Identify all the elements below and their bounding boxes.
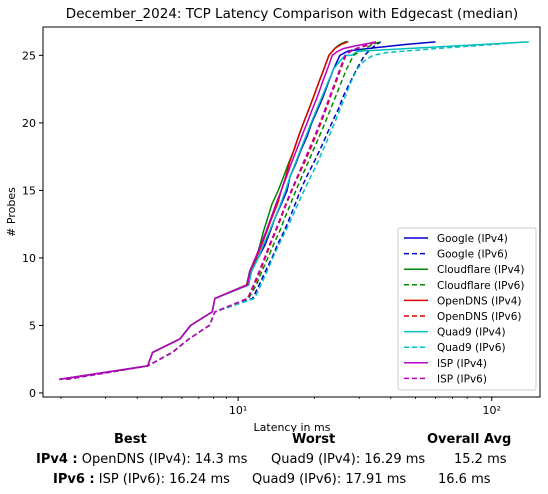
- ipv6-row: IPv6 : ISP (IPv6): 16.24 ms: [53, 472, 230, 487]
- legend: Google (IPv4) Google (IPv6) Cloudflare (IP…: [397, 227, 537, 391]
- overall-avg-header: Overall Avg: [427, 432, 512, 447]
- chart-title: December_2024: TCP Latency Comparison wi…: [66, 6, 518, 22]
- y-tick-label-5: 25: [22, 49, 36, 62]
- y-tick-label-3: 15: [22, 184, 36, 197]
- legend-entry-0: Google (IPv4): [437, 233, 508, 245]
- ipv6-best: ISP (IPv6): 16.24 ms: [98, 472, 230, 487]
- legend-entry-5: OpenDNS (IPv6): [437, 311, 522, 323]
- series-line-3: [66, 41, 380, 381]
- legend-entry-2: Cloudflare (IPv4): [437, 264, 524, 276]
- axes-layer: 0 5 10 15 20 25 10¹ 10²: [22, 49, 501, 417]
- ipv4-label: IPv4 :: [36, 452, 78, 467]
- legend-box: [397, 227, 537, 391]
- series-line-8: [59, 41, 377, 381]
- ipv4-row: IPv4 : OpenDNS (IPv4): 14.3 ms: [36, 452, 247, 467]
- legend-entry-1: Google (IPv6): [437, 249, 508, 261]
- series-line-5: [66, 41, 377, 381]
- y-tick-label-0: 0: [29, 387, 36, 400]
- y-tick-label-1: 5: [29, 319, 36, 332]
- series-layer: [59, 41, 529, 381]
- ipv6-label: IPv6 :: [53, 472, 95, 487]
- summary-stats: Best Worst Overall Avg IPv4 : OpenDNS (I…: [0, 432, 548, 494]
- plot-frame: [42, 26, 541, 398]
- series-line-1: [66, 41, 382, 381]
- ipv4-best: OpenDNS (IPv4): 14.3 ms: [81, 452, 248, 467]
- legend-entry-4: OpenDNS (IPv4): [437, 295, 522, 307]
- series-line-4: [59, 41, 348, 381]
- series-line-0: [59, 41, 436, 381]
- series-line-9: [66, 41, 375, 381]
- x-axis-label: Latency in ms: [254, 421, 331, 432]
- chart-canvas: December_2024: TCP Latency Comparison wi…: [5, 6, 541, 434]
- ipv4-worst: Quad9 (IPv4): 16.29 ms: [271, 452, 426, 467]
- series-line-2: [59, 41, 349, 381]
- legend-entry-3: Cloudflare (IPv6): [437, 280, 524, 292]
- y-tick-label-4: 20: [22, 117, 36, 130]
- legend-entry-7: Quad9 (IPv6): [437, 342, 506, 354]
- worst-header: Worst: [292, 432, 336, 447]
- ipv4-avg: 15.2 ms: [454, 452, 507, 467]
- y-tick-label-2: 10: [22, 252, 36, 265]
- best-header: Best: [114, 432, 147, 447]
- legend-entry-8: ISP (IPv4): [437, 358, 487, 370]
- legend-entry-6: Quad9 (IPv4): [437, 327, 506, 339]
- y-axis-label: # Probes: [5, 187, 18, 237]
- x-tick-label-1: 10²: [483, 404, 501, 417]
- ipv6-worst: Quad9 (IPv6): 17.91 ms: [252, 472, 407, 487]
- legend-entry-9: ISP (IPv6): [437, 373, 487, 385]
- x-tick-label-0: 10¹: [229, 404, 247, 417]
- ipv6-avg: 16.6 ms: [438, 472, 491, 487]
